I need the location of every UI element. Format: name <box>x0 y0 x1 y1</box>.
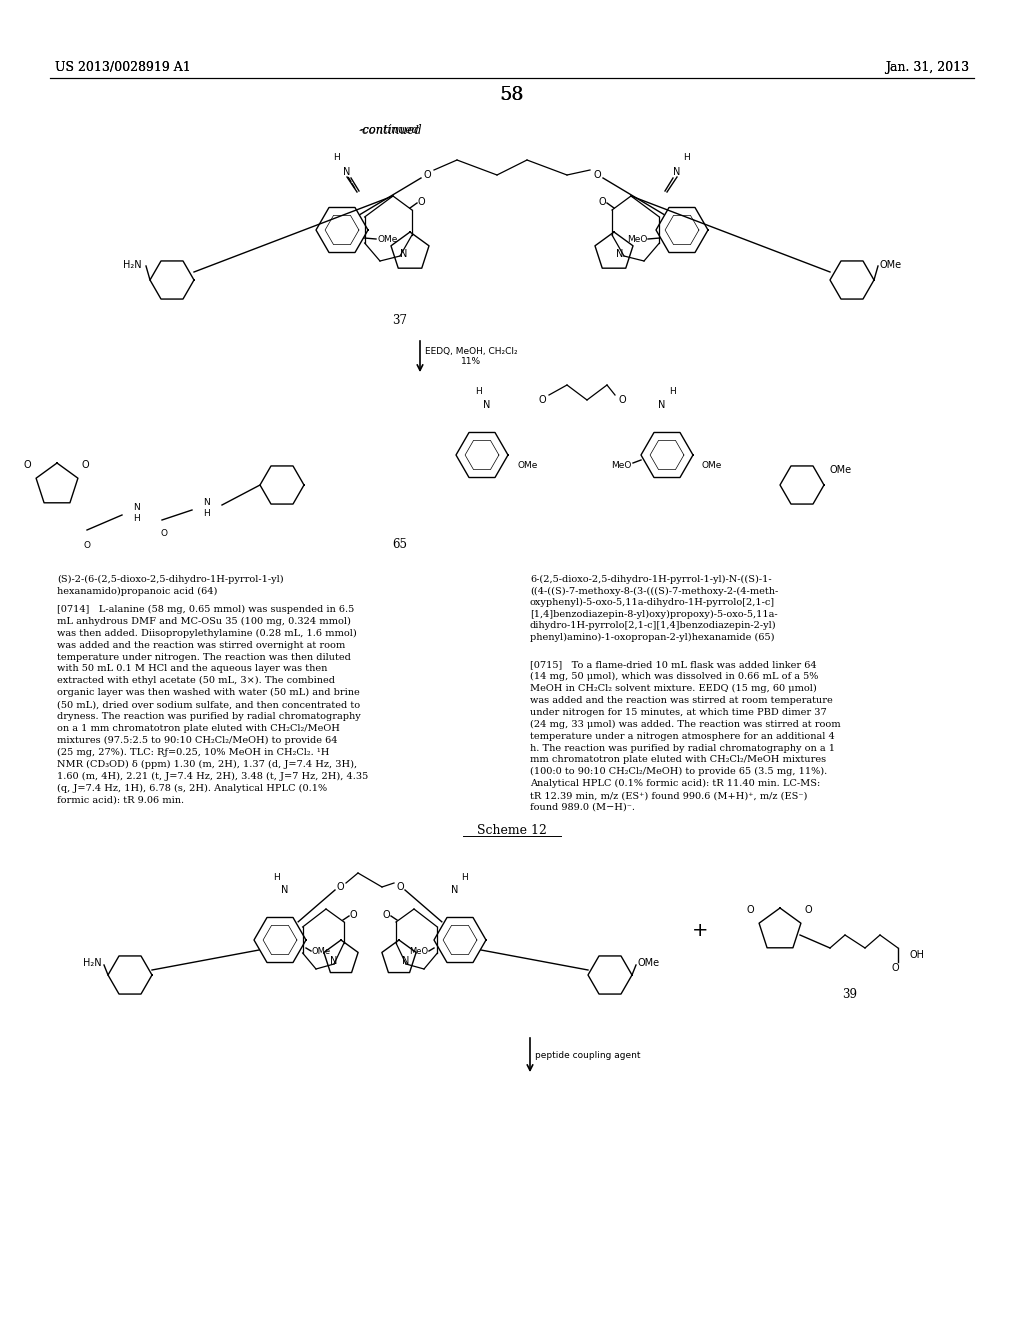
Text: N: N <box>400 249 408 259</box>
Text: OMe: OMe <box>880 260 902 271</box>
Text: N: N <box>674 168 681 177</box>
Text: O: O <box>350 909 357 920</box>
Text: O: O <box>84 540 90 549</box>
Text: N
H: N H <box>133 503 140 523</box>
Text: O: O <box>336 882 344 892</box>
Text: O: O <box>593 170 601 180</box>
Text: OH: OH <box>910 950 925 960</box>
Text: N: N <box>616 249 624 259</box>
Text: O: O <box>81 459 89 470</box>
Text: OMe: OMe <box>312 948 331 957</box>
Text: N: N <box>402 956 410 966</box>
Text: O: O <box>598 197 606 207</box>
Text: -continued: -continued <box>360 125 420 135</box>
Text: 39: 39 <box>843 989 857 1002</box>
Text: O: O <box>418 197 426 207</box>
Text: H: H <box>334 153 340 161</box>
Text: O: O <box>382 909 390 920</box>
Text: Jan. 31, 2013: Jan. 31, 2013 <box>885 62 969 74</box>
Text: O: O <box>746 906 754 915</box>
Text: OMe: OMe <box>702 461 722 470</box>
Text: MeO: MeO <box>409 948 428 957</box>
Text: O: O <box>891 964 899 973</box>
Text: H: H <box>684 153 690 161</box>
Text: N
H: N H <box>204 498 210 517</box>
Text: (S)-2-(6-(2,5-dioxo-2,5-dihydro-1H-pyrrol-1-yl): (S)-2-(6-(2,5-dioxo-2,5-dihydro-1H-pyrro… <box>57 576 284 585</box>
Text: O: O <box>24 459 31 470</box>
Text: US 2013/0028919 A1: US 2013/0028919 A1 <box>55 62 190 74</box>
Text: EEDQ, MeOH, CH₂Cl₂
11%: EEDQ, MeOH, CH₂Cl₂ 11% <box>425 347 517 366</box>
Text: [0714]   L-alanine (58 mg, 0.65 mmol) was suspended in 6.5
mL anhydrous DMF and : [0714] L-alanine (58 mg, 0.65 mmol) was … <box>57 605 369 804</box>
Text: OMe: OMe <box>517 461 538 470</box>
Text: O: O <box>396 882 403 892</box>
Text: H: H <box>669 388 676 396</box>
Text: H: H <box>475 388 482 396</box>
Text: Scheme 12: Scheme 12 <box>477 824 547 837</box>
Text: O: O <box>161 528 168 537</box>
Text: OMe: OMe <box>377 235 397 244</box>
Text: O: O <box>804 906 812 915</box>
Text: OMe: OMe <box>638 958 660 968</box>
Text: dihydro-1H-pyrrolo[2,1-c][1,4]benzodiazepin-2-yl): dihydro-1H-pyrrolo[2,1-c][1,4]benzodiaze… <box>530 620 776 630</box>
Text: 58: 58 <box>501 86 523 104</box>
Text: N: N <box>452 884 459 895</box>
Text: 37: 37 <box>392 314 408 326</box>
Text: hexanamido)propanoic acid (64): hexanamido)propanoic acid (64) <box>57 586 217 595</box>
Text: O: O <box>618 395 626 405</box>
Text: MeO: MeO <box>611 461 632 470</box>
Text: N: N <box>331 956 338 966</box>
Text: US 2013/0028919 A1: US 2013/0028919 A1 <box>55 62 190 74</box>
Text: 65: 65 <box>392 539 408 552</box>
Text: 58: 58 <box>500 86 524 104</box>
Text: peptide coupling agent: peptide coupling agent <box>535 1051 640 1060</box>
Text: H: H <box>273 874 281 883</box>
Text: N: N <box>282 884 289 895</box>
Text: N: N <box>483 400 490 411</box>
Text: H₂N: H₂N <box>83 958 101 968</box>
Text: MeO: MeO <box>627 235 647 244</box>
Text: [1,4]benzodiazepin-8-yl)oxy)propoxy)-5-oxo-5,11a-: [1,4]benzodiazepin-8-yl)oxy)propoxy)-5-o… <box>530 610 777 619</box>
Text: Jan. 31, 2013: Jan. 31, 2013 <box>885 62 969 74</box>
Text: 6-(2,5-dioxo-2,5-dihydro-1H-pyrrol-1-yl)-N-((S)-1-: 6-(2,5-dioxo-2,5-dihydro-1H-pyrrol-1-yl)… <box>530 576 772 585</box>
Text: N: N <box>658 400 666 411</box>
Text: OMe: OMe <box>830 465 852 475</box>
Text: N: N <box>343 168 350 177</box>
Text: phenyl)amino)-1-oxopropan-2-yl)hexanamide (65): phenyl)amino)-1-oxopropan-2-yl)hexanamid… <box>530 632 774 642</box>
Text: -continued: -continued <box>358 124 422 136</box>
Text: +: + <box>692 920 709 940</box>
Text: [0715]   To a flame-dried 10 mL flask was added linker 64
(14 mg, 50 μmol), whic: [0715] To a flame-dried 10 mL flask was … <box>530 660 841 812</box>
Text: H: H <box>462 874 468 883</box>
Text: H₂N: H₂N <box>123 260 141 271</box>
Text: O: O <box>539 395 546 405</box>
Text: O: O <box>423 170 431 180</box>
Text: oxyphenyl)-5-oxo-5,11a-dihydro-1H-pyrrolo[2,1-c]: oxyphenyl)-5-oxo-5,11a-dihydro-1H-pyrrol… <box>530 598 775 607</box>
Text: ((4-((S)-7-methoxy-8-(3-(((S)-7-methoxy-2-(4-meth-: ((4-((S)-7-methoxy-8-(3-(((S)-7-methoxy-… <box>530 586 778 595</box>
